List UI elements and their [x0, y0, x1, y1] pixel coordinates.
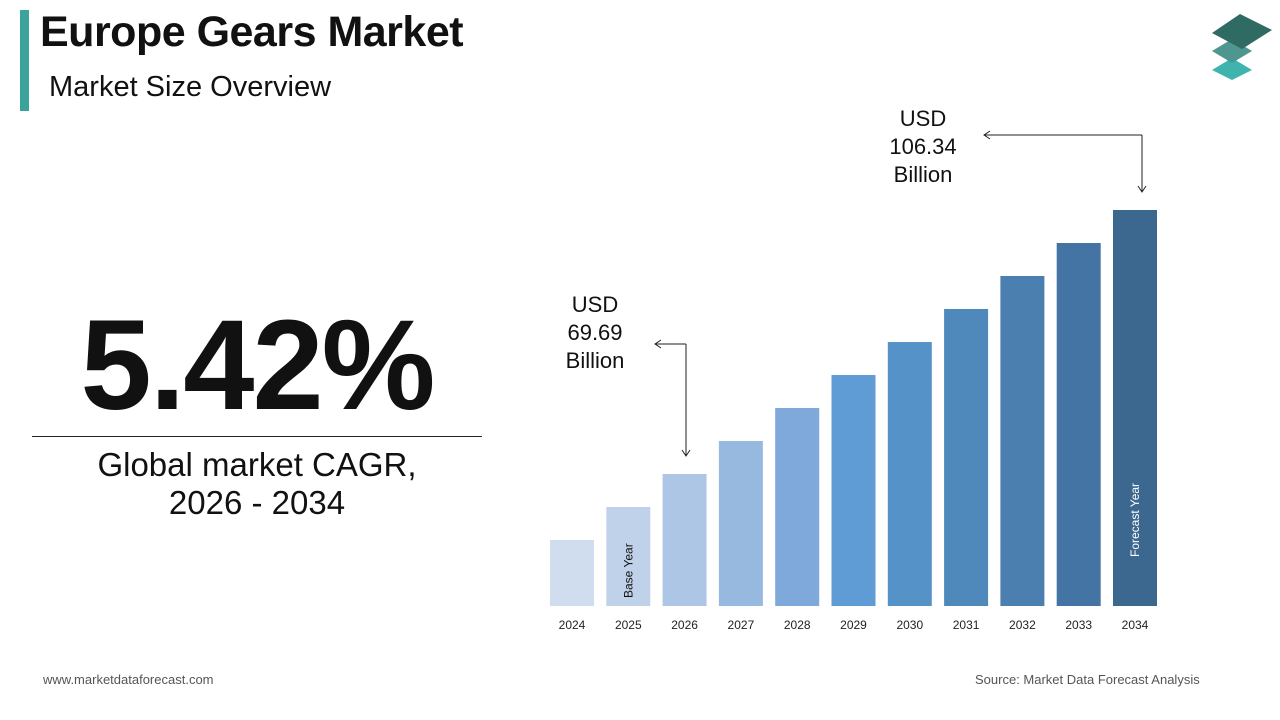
- x-tick-label: 2031: [953, 618, 980, 632]
- annotation-currency: USD: [899, 106, 947, 131]
- arrow-2026: [654, 339, 691, 457]
- x-tick-label: 2025: [615, 618, 642, 632]
- x-tick-label: 2026: [671, 618, 698, 632]
- divider: [32, 436, 482, 437]
- bar-2034: [1113, 210, 1157, 606]
- annotation-currency: USD: [571, 292, 619, 317]
- annotation-value: 106.34: [889, 134, 957, 159]
- annotation-2026: USD 69.69 Billion: [535, 291, 655, 375]
- source-note: Source: Market Data Forecast Analysis: [975, 672, 1200, 687]
- annotation-2034: USD 106.34 Billion: [863, 105, 983, 189]
- bar-2029: [831, 375, 876, 606]
- bar-2025: [606, 506, 651, 606]
- page-title: Europe Gears Market: [40, 8, 464, 56]
- x-tick-label: 2033: [1065, 618, 1092, 632]
- page-subtitle: Market Size Overview: [49, 71, 332, 103]
- bar-2032: [1000, 275, 1045, 606]
- bar-2028: [775, 408, 820, 606]
- x-tick-label: 2034: [1122, 618, 1149, 632]
- bar-label: Forecast Year: [1128, 483, 1142, 557]
- stacked-layers-icon: [1212, 14, 1272, 80]
- x-tick-label: 2027: [728, 618, 755, 632]
- bar-label: Base Year: [621, 543, 635, 598]
- annotation-unit: Billion: [893, 162, 953, 187]
- title-accent-bar: [20, 10, 29, 111]
- bar-2024: [550, 539, 594, 606]
- cagr-label: Global market CAGR, 2026 - 2034: [32, 446, 482, 522]
- bar-2027: [718, 441, 763, 606]
- arrow-2034: [983, 130, 1147, 193]
- x-tick-label: 2024: [559, 618, 586, 632]
- x-tick-label: 2032: [1009, 618, 1036, 632]
- bar-2026: [662, 474, 707, 606]
- bar-2030: [887, 342, 932, 606]
- x-tick-label: 2029: [840, 618, 867, 632]
- annotation-unit: Billion: [565, 348, 625, 373]
- x-tick-label: 2028: [784, 618, 811, 632]
- cagr-label-line2: 2026 - 2034: [168, 484, 346, 521]
- cagr-label-line1: Global market CAGR,: [97, 446, 417, 483]
- bar-2031: [944, 308, 989, 606]
- annotation-value: 69.69: [567, 320, 623, 345]
- cagr-value: 5.42%: [80, 294, 436, 437]
- x-tick-label: 2030: [896, 618, 923, 632]
- bar-2033: [1056, 242, 1101, 606]
- website-link[interactable]: www.marketdataforecast.com: [43, 672, 214, 687]
